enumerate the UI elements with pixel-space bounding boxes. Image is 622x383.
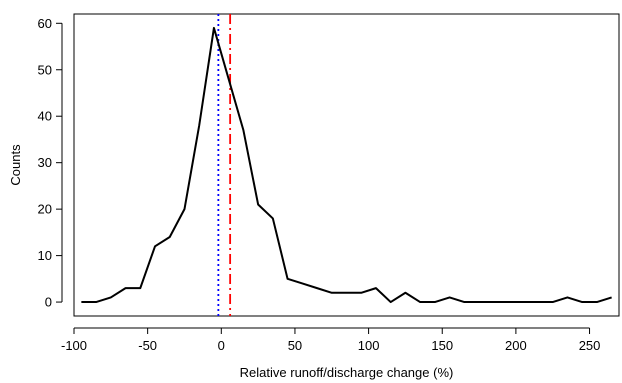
x-tick-label: -50 (138, 338, 157, 353)
x-axis-label: Relative runoff/discharge change (%) (240, 365, 454, 380)
x-tick-label: 50 (288, 338, 302, 353)
x-tick-label: 250 (579, 338, 601, 353)
y-tick-label: 60 (38, 16, 52, 31)
plot-box (73, 13, 620, 317)
y-tick-label: 0 (45, 295, 52, 310)
reference-lines (217, 14, 232, 316)
x-axis: -100 -50 0 50 100 150 200 250 (61, 327, 601, 353)
x-tick-label: 150 (431, 338, 453, 353)
x-tick-label: 200 (505, 338, 527, 353)
x-tick-label: -100 (61, 338, 87, 353)
series-line (81, 26, 612, 304)
x-tick-label: 0 (218, 338, 225, 353)
y-axis-label: Counts (8, 144, 23, 186)
y-tick-label: 40 (38, 109, 52, 124)
y-tick-label: 20 (38, 202, 52, 217)
y-tick-label: 30 (38, 155, 52, 170)
y-axis: 0 10 20 30 40 50 60 (38, 16, 63, 310)
y-tick-label: 50 (38, 62, 52, 77)
x-tick-label: 100 (358, 338, 380, 353)
series-group (81, 26, 612, 304)
y-tick-label: 10 (38, 248, 52, 263)
